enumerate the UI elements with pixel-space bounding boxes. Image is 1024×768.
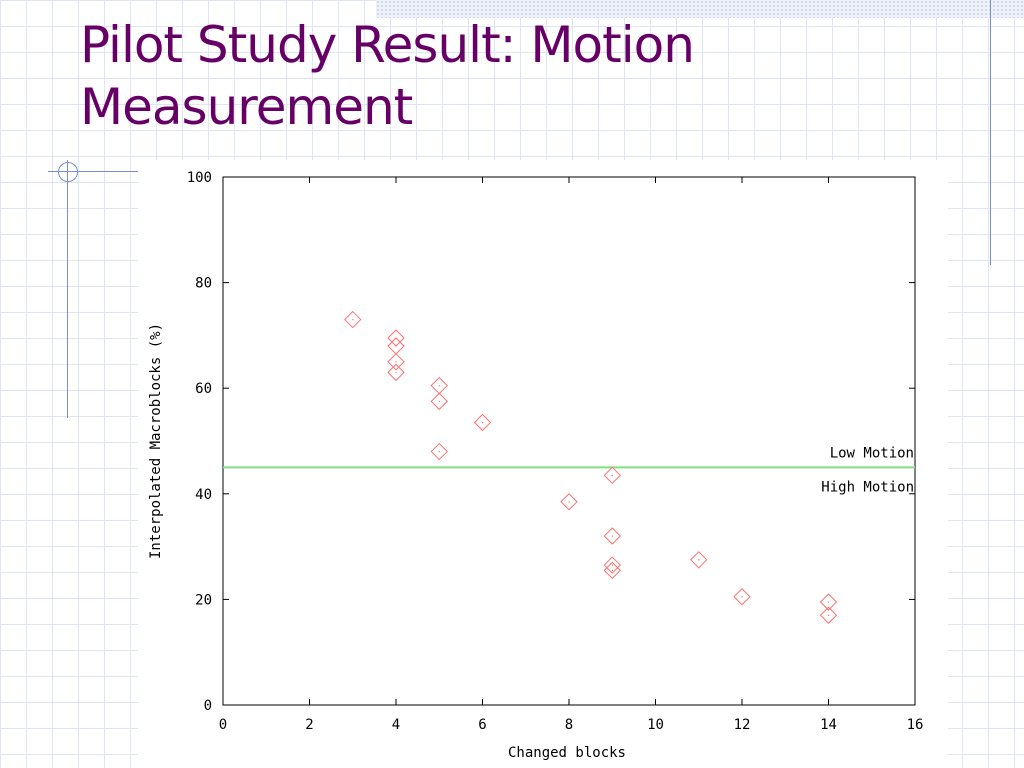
data-point-10: [603, 466, 621, 485]
data-point-center-4: [395, 371, 397, 374]
data-point-center-9: [568, 501, 570, 503]
plot-frame: [222, 176, 916, 706]
data-point-7: [430, 442, 448, 461]
data-point-8: [473, 413, 492, 432]
data-point-9: [560, 493, 578, 511]
y-tick-label-0: 0: [204, 698, 212, 714]
data-point-3: [387, 353, 405, 371]
header-pattern-band: [376, 0, 1024, 18]
data-point-center-12: [611, 564, 613, 566]
decorative-vertical-line: [67, 160, 68, 418]
chart-panel: 0 2 4 6 8 10 12 14 16 0 20 40 60 80 100 Changed blocks…: [138, 160, 948, 768]
data-point-center-15: [741, 596, 743, 598]
y-axis-label: Interpolated Macroblocks (%): [148, 323, 164, 559]
data-point-center-10: [611, 474, 613, 477]
x-tick-label-4: 8: [565, 717, 573, 733]
x-tick-label-7: 14: [820, 717, 837, 733]
data-point-center-16: [828, 601, 830, 603]
decorative-right-line: [990, 0, 991, 265]
decorative-horizontal-line: [48, 171, 138, 172]
x-tick-label-2: 4: [392, 717, 400, 733]
high-motion-label: High Motion: [821, 479, 914, 495]
slide-title-line1: Pilot Study Result: Motion: [80, 16, 695, 74]
decorative-circle: [58, 162, 78, 182]
slide-title: Pilot Study Result: Motion Measurement: [80, 14, 860, 138]
data-point-center-3: [395, 361, 397, 363]
data-point-center-11: [611, 535, 613, 537]
slide-title-line2: Measurement: [80, 78, 413, 136]
data-point-center-13: [611, 569, 613, 572]
data-point-4: [387, 363, 405, 382]
data-point-11: [603, 527, 621, 545]
data-point-center-5: [438, 385, 440, 387]
data-point-center-7: [438, 451, 440, 453]
y-tick-label-4: 80: [195, 276, 212, 292]
data-point-6: [430, 392, 448, 411]
scatter-chart: 0 2 4 6 8 10 12 14 16 0 20 40 60 80 100 Changed blocks…: [148, 170, 924, 761]
y-tick-label-3: 60: [195, 381, 212, 397]
x-tick-label-0: 0: [219, 717, 227, 733]
low-motion-label: Low Motion: [830, 445, 914, 461]
data-point-17: [819, 606, 838, 624]
data-point-center-17: [828, 614, 830, 616]
data-point-center-6: [438, 400, 440, 403]
data-point-center-8: [482, 422, 484, 424]
data-point-15: [733, 588, 751, 606]
x-tick-label-8: 16: [907, 717, 924, 733]
x-tick-label-5: 10: [647, 717, 664, 733]
y-tick-label-1: 20: [195, 592, 212, 608]
x-tick-label-6: 12: [734, 717, 751, 733]
y-tick-label-5: 100: [187, 170, 212, 186]
data-point-12: [603, 556, 621, 574]
data-point-16: [819, 593, 838, 611]
data-point-13: [603, 561, 621, 580]
x-axis-label: Changed blocks: [508, 745, 626, 761]
plot-layer: 0 2 4 6 8 10 12 14 16 0 20 40 60 80 100: [187, 170, 924, 733]
data-point-center-0: [352, 319, 354, 321]
y-tick-label-2: 40: [195, 487, 212, 503]
x-tick-label-3: 6: [478, 717, 486, 733]
data-point-14: [690, 551, 708, 569]
x-tick-label-1: 2: [305, 717, 313, 733]
data-point-center-14: [698, 559, 700, 561]
data-point-center-2: [395, 345, 397, 347]
data-point-0: [344, 310, 362, 329]
